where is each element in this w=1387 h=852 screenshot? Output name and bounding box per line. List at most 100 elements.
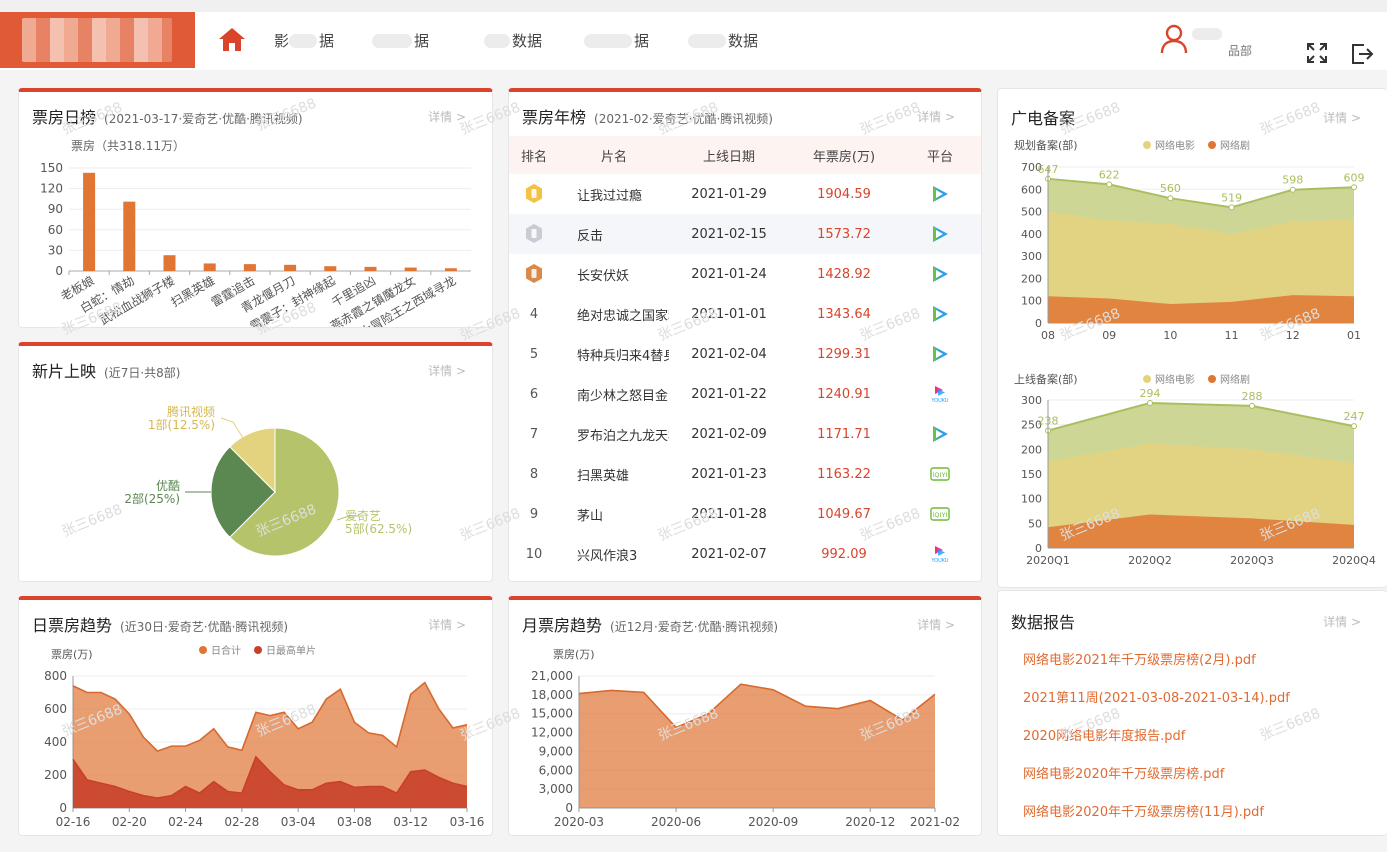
user-icon[interactable] xyxy=(1160,24,1188,54)
pie-label-detail: 2部(25%) xyxy=(124,491,180,506)
title-cell[interactable]: 扫黑英雄 xyxy=(577,468,630,484)
nav-item-4[interactable]: 据 xyxy=(584,30,649,51)
fullscreen-icon[interactable] xyxy=(1306,42,1328,64)
date-cell: 2021-01-29 xyxy=(691,186,767,202)
total-point xyxy=(1228,204,1235,211)
y-tick-label: 300 xyxy=(1021,250,1042,263)
x-tick-label: 03-16 xyxy=(450,815,485,829)
platform-cell: iQIYI xyxy=(899,454,981,494)
box-office-cell: 1240.91 xyxy=(817,386,871,402)
series-area-movie xyxy=(1048,211,1354,323)
table-row[interactable]: 反击 2021-02-15 1573.72 xyxy=(509,214,981,254)
more-link[interactable]: 详情 > xyxy=(1323,111,1361,125)
y-tick-label: 30 xyxy=(48,243,63,257)
y-axis-title: 票房(万) xyxy=(553,648,595,661)
title-cell[interactable]: 让我过过瘾 xyxy=(577,188,643,204)
report-link[interactable]: 网络电影2020年千万级票房榜.pdf xyxy=(1023,767,1225,782)
logo[interactable] xyxy=(0,12,195,68)
more-link[interactable]: 详情 > xyxy=(428,364,466,378)
legend-dot xyxy=(254,646,262,654)
platform-cell xyxy=(899,294,981,334)
legend-label: 网络剧 xyxy=(1220,139,1250,152)
more-link[interactable]: 详情 > xyxy=(917,618,955,632)
bar xyxy=(83,172,96,271)
title-cell[interactable]: 绝对忠诚之国家利 xyxy=(577,308,669,324)
total-point xyxy=(1351,423,1357,430)
more-link[interactable]: 详情 > xyxy=(1323,615,1361,629)
panel-title: 票房日榜 (2021-03-17·爱奇艺·优酷·腾讯视频) xyxy=(32,108,303,127)
more-link[interactable]: 详情 > xyxy=(428,110,466,124)
yearly-rank-panel: 票房年榜 (2021-02·爱奇艺·优酷·腾讯视频) 详情 > 排名 片名 上线日… xyxy=(508,88,982,582)
title-cell[interactable]: 南少林之怒目金刚 xyxy=(577,388,669,404)
bar xyxy=(444,268,457,271)
monthly-trend-chart: 票房(万) 0 3,000 6,000 9,000 12,000 15,000 18,000 2… xyxy=(531,648,960,829)
y-tick-label: 0 xyxy=(1035,542,1042,555)
logout-icon[interactable] xyxy=(1350,42,1374,66)
home-icon[interactable] xyxy=(218,26,246,52)
panel-title: 日票房趋势 (近30日·爱奇艺·优酷·腾讯视频) xyxy=(32,616,289,635)
title-cell[interactable]: 长安伏妖 xyxy=(577,268,630,284)
iqiyi-label: iQIYI xyxy=(933,511,948,519)
platform-cell xyxy=(899,334,981,374)
table-row[interactable]: 8 扫黑英雄 2021-01-23 1163.22 iQIYI xyxy=(509,454,981,494)
table-row[interactable]: 6 南少林之怒目金刚 2021-01-22 1240.91 YOUKU xyxy=(509,374,981,414)
y-tick-label: 60 xyxy=(48,223,63,237)
col-box: 年票房(万) xyxy=(789,136,899,174)
medal-icon xyxy=(526,264,542,283)
report-link[interactable]: 2021第11周(2021-03-08-2021-03-14).pdf xyxy=(1023,691,1290,706)
report-link[interactable]: 网络电影2021年千万级票房榜(2月).pdf xyxy=(1023,653,1256,668)
legend-label: 网络电影 xyxy=(1155,139,1195,152)
x-tick-label: 02-28 xyxy=(224,815,259,829)
series-area xyxy=(579,684,935,808)
table-row[interactable]: 5 特种兵归来4替身 2021-02-04 1299.31 xyxy=(509,334,981,374)
platform-cell xyxy=(899,174,981,214)
rank-cell xyxy=(509,254,559,294)
y-tick-label: 800 xyxy=(44,669,67,683)
y-tick-label: 150 xyxy=(1021,468,1042,481)
pie-label-detail: 5部(62.5%) xyxy=(345,521,412,536)
daily-rank-panel: 票房日榜 (2021-03-17·爱奇艺·优酷·腾讯视频) 详情 > 票房（共31… xyxy=(18,88,493,328)
panel-title: 月票房趋势 (近12月·爱奇艺·优酷·腾讯视频) xyxy=(522,616,779,635)
more-link[interactable]: 详情 > xyxy=(428,618,466,632)
bar xyxy=(284,264,297,271)
y-tick-label: 200 xyxy=(44,768,67,782)
title-cell[interactable]: 兴风作浪3 xyxy=(577,548,638,564)
nav-item-1[interactable]: 影据 xyxy=(274,32,335,50)
table-row[interactable]: 7 罗布泊之九龙天棺 2021-02-09 1171.71 xyxy=(509,414,981,454)
x-tick-label: 2020-06 xyxy=(651,815,701,829)
nav-item-3[interactable]: 数据 xyxy=(484,30,542,51)
title-cell[interactable]: 特种兵归来4替身 xyxy=(577,348,669,364)
medal-icon xyxy=(526,184,542,203)
iqiyi-icon: iQIYI xyxy=(930,507,950,521)
y-tick-label: 400 xyxy=(44,735,67,749)
y-tick-label: 600 xyxy=(1021,183,1042,196)
table-row[interactable]: 4 绝对忠诚之国家利 2021-01-01 1343.64 xyxy=(509,294,981,334)
youku-icon: YOUKU xyxy=(930,546,949,564)
platform-cell: YOUKU xyxy=(899,534,981,574)
total-label: 598 xyxy=(1282,174,1303,187)
chart-legend: 票房（共318.11万） xyxy=(71,138,185,153)
title-cell[interactable]: 反击 xyxy=(559,214,669,254)
box-office-cell: 1171.71 xyxy=(817,426,871,442)
series-line xyxy=(72,681,468,752)
title-cell[interactable]: 罗布泊之九龙天棺 xyxy=(577,428,669,444)
nav-item-5[interactable]: 数据 xyxy=(688,30,758,51)
total-point xyxy=(1106,181,1113,188)
legend-dot xyxy=(1208,375,1216,383)
table-row[interactable]: 长安伏妖 2021-01-24 1428.92 xyxy=(509,254,981,294)
report-link[interactable]: 2020网络电影年度报告.pdf xyxy=(1023,729,1186,744)
nav-item-2[interactable]: 据 xyxy=(372,30,429,51)
youku-label: YOUKU xyxy=(930,398,949,404)
table-row[interactable]: 9 茅山 2021-01-28 1049.67 iQIYI xyxy=(509,494,981,534)
report-link[interactable]: 网络电影2020年千万级票房榜(11月).pdf xyxy=(1023,805,1264,820)
table-row[interactable]: 10 兴风作浪3 2021-02-07 992.09 YOUKU xyxy=(509,534,981,574)
bar xyxy=(163,255,176,271)
title-cell[interactable]: 茅山 xyxy=(577,508,604,524)
medal-icon xyxy=(526,224,542,243)
more-link[interactable]: 详情 > xyxy=(917,110,955,124)
table-row[interactable]: 让我过过瘾 2021-01-29 1904.59 xyxy=(509,174,981,214)
y-tick-label: 400 xyxy=(1021,228,1042,241)
panel-title: 新片上映 (近7日·共8部) xyxy=(32,362,181,381)
